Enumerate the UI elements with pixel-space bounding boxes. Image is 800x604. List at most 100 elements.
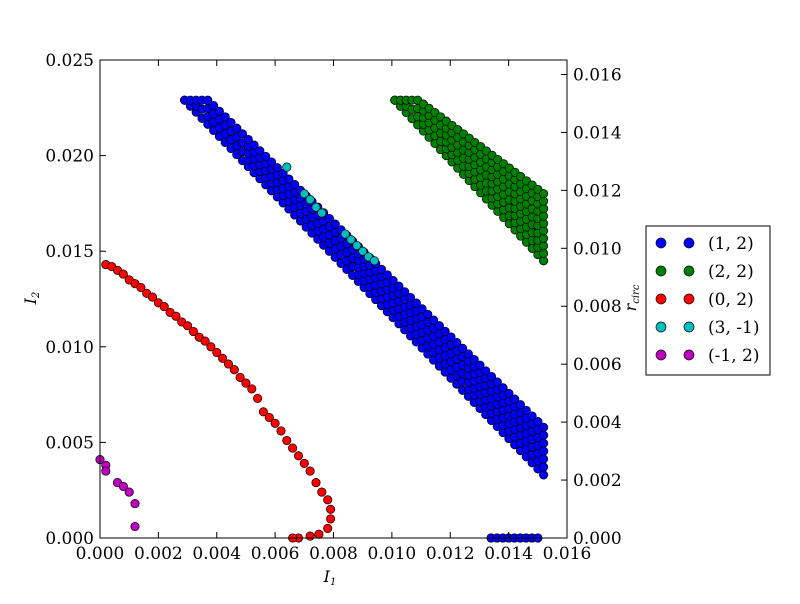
point-series-12 — [481, 366, 491, 376]
y-axis-title-main: I — [21, 297, 40, 305]
point-series-12 — [249, 140, 259, 150]
y2-tick-label: 0.012 — [573, 181, 622, 201]
point-series-12 — [330, 219, 340, 229]
point-series-3-1 — [340, 229, 350, 239]
y-axis-title: I2 — [21, 292, 42, 306]
y2-tick-label: 0.014 — [573, 123, 622, 143]
legend-marker-02 — [683, 293, 695, 305]
point-series-12 — [417, 304, 427, 314]
point-series-12 — [539, 462, 549, 472]
legend-marker-3-1 — [683, 321, 695, 333]
point-series-02 — [305, 531, 315, 541]
point-series-12 — [226, 117, 236, 128]
point-series-12 — [266, 157, 277, 167]
plot-frame — [99, 59, 568, 539]
point-series-3-1 — [299, 189, 309, 199]
point-series-02 — [253, 393, 263, 403]
point-series-12 — [539, 454, 549, 464]
point-series--12 — [130, 521, 140, 532]
point-series-02 — [229, 365, 239, 375]
point-series-12 — [510, 394, 520, 404]
point-series-12 — [463, 349, 473, 359]
point-series-02 — [299, 458, 309, 468]
point-series-02 — [270, 418, 280, 428]
point-series-02 — [317, 487, 327, 497]
y-tick-label: 0.020 — [45, 147, 94, 167]
point-series-02 — [276, 426, 286, 436]
y2-tick-label: 0.016 — [573, 65, 622, 85]
point-series-12 — [411, 298, 421, 308]
point-series-02 — [311, 478, 321, 488]
legend-label-3-1: (3, -1) — [708, 318, 759, 338]
point-series-12 — [434, 321, 444, 331]
y2-tick-label: 0.000 — [573, 529, 622, 549]
legend-marker--12 — [655, 349, 667, 361]
y-tick-label: 0.005 — [45, 433, 94, 453]
y-axis-title-sub: 2 — [31, 292, 42, 299]
x-axis-title-main: I — [323, 567, 331, 586]
legend-label-12: (1, 2) — [708, 234, 754, 254]
point-series-12 — [469, 355, 479, 365]
point-series-02 — [200, 336, 210, 346]
x-axis-title-sub: 1 — [330, 577, 336, 588]
legend-box — [645, 225, 771, 376]
y-tick-label: 0.025 — [45, 51, 94, 71]
point-series-3-1 — [317, 208, 327, 218]
y-tick-label: 0.015 — [45, 242, 94, 262]
point-series-02 — [212, 347, 222, 358]
y2-tick-label: 0.006 — [573, 355, 622, 375]
x-tick-label: 0.012 — [426, 544, 475, 564]
legend-marker-22 — [655, 265, 667, 277]
point-series-02 — [218, 353, 228, 363]
point-series-02 — [293, 451, 304, 461]
point-series-12 — [376, 264, 387, 274]
point-series-12 — [475, 360, 485, 370]
legend-marker-3-1 — [655, 321, 667, 333]
point-series-02 — [147, 292, 158, 302]
point-series-12 — [324, 213, 334, 224]
point-series-12 — [539, 438, 549, 448]
point-series-12 — [539, 470, 549, 480]
point-series-12 — [400, 287, 410, 297]
legend-marker--12 — [683, 349, 695, 361]
point-series-12 — [405, 292, 416, 303]
x-tick-label: 0.016 — [543, 544, 592, 564]
point-series-02 — [326, 504, 336, 514]
point-series-02 — [235, 372, 245, 382]
point-series-02 — [136, 282, 146, 293]
legend-label--12: (-1, 2) — [708, 346, 759, 366]
x-tick-label: 0.014 — [484, 544, 533, 564]
point-series-12 — [382, 270, 392, 280]
point-series-02 — [247, 384, 257, 394]
point-series-12 — [290, 180, 300, 190]
legend-label-02: (0, 2) — [708, 290, 754, 310]
point-series-12 — [214, 106, 224, 116]
point-series-12 — [446, 332, 456, 342]
point-series-12 — [272, 163, 282, 173]
point-series-3-1 — [305, 195, 315, 205]
point-series-12 — [539, 422, 549, 432]
y2-tick-label: 0.008 — [573, 297, 622, 317]
point-series-02 — [118, 269, 128, 279]
point-series-12 — [255, 146, 265, 156]
x-axis-title: I1 — [323, 567, 337, 588]
point-series-12 — [504, 388, 514, 398]
point-series-22 — [539, 218, 549, 229]
point-series-22 — [539, 204, 549, 214]
point-series-12 — [237, 129, 248, 139]
point-series-12 — [492, 377, 502, 387]
point-series-12 — [440, 326, 450, 336]
point-series-12 — [388, 276, 398, 286]
point-series-12 — [486, 371, 497, 382]
point-series-02 — [188, 326, 198, 337]
point-series-3-1 — [369, 256, 379, 266]
point-series-12 — [521, 405, 531, 415]
point-series-3-1 — [282, 162, 292, 172]
point-series-02 — [305, 466, 315, 476]
legend-marker-02 — [655, 293, 667, 305]
point-series-3-1 — [352, 240, 362, 251]
point-series-02 — [183, 321, 193, 331]
point-series-02 — [241, 378, 251, 388]
